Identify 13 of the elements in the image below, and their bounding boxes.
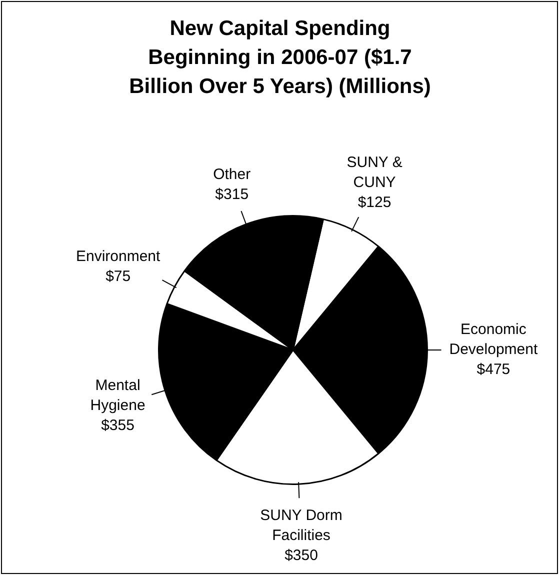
data-label: $125 <box>358 194 392 212</box>
slice-label: Economic Development <box>449 321 538 358</box>
chart-title: New Capital Spending Beginning in 2006-07 ($1.7 Billion Over 5 Years) (Millions) <box>128 16 432 100</box>
slice-label: Environment <box>76 248 162 266</box>
data-label: $475 <box>476 361 510 378</box>
data-label: $355 <box>101 417 134 434</box>
data-label: $350 <box>284 547 318 564</box>
slice-label: Other <box>213 166 251 183</box>
slice-label: SUNY & CUNY <box>346 154 402 192</box>
slice-label: Mental Hygiene <box>90 377 146 414</box>
slice-label: SUNY Dorm Facilities <box>260 507 342 544</box>
data-label: $75 <box>106 268 131 286</box>
data-label: $315 <box>215 186 249 203</box>
